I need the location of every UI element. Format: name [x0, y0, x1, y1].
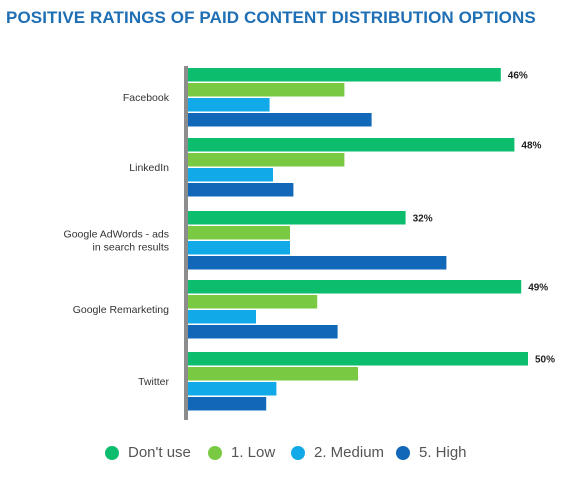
bar: [188, 226, 290, 240]
bar: [188, 138, 515, 152]
legend-item: 5. High: [396, 444, 467, 461]
category-label: Facebook: [123, 92, 170, 104]
bar: [188, 241, 290, 255]
legend: Don't use 1. Low 2. Medium 5. High: [0, 444, 582, 466]
bar: [188, 280, 522, 294]
legend-label: 5. High: [419, 444, 467, 461]
legend-swatch: [105, 445, 119, 460]
category-label-line: in search results: [93, 242, 169, 254]
data-label: 50%: [535, 354, 555, 365]
category-label-line: Google Remarketing: [73, 304, 169, 316]
legend-swatch: [396, 445, 410, 460]
bar: [188, 367, 358, 381]
bar: [188, 295, 318, 309]
category-label: Google AdWords - ads in search results: [64, 229, 169, 254]
chart-title: POSITIVE RATINGS OF PAID CONTENT DISTRIB…: [6, 8, 536, 27]
bar: [188, 310, 256, 324]
category-label-line: Twitter: [138, 376, 169, 388]
bar: [188, 352, 528, 366]
legend-label: 2. Medium: [314, 444, 385, 461]
legend-swatch: [291, 445, 305, 460]
bar: [188, 98, 270, 112]
data-label: 46%: [508, 70, 528, 81]
bar: [188, 183, 294, 197]
bar: [188, 211, 406, 225]
category-label-line: Google AdWords - ads: [64, 229, 169, 241]
bar: [188, 83, 345, 97]
bar-chart: Facebook 46% LinkedIn 48% Google AdWords - a…: [64, 66, 555, 420]
bar: [188, 68, 501, 82]
category-label: Google Remarketing: [73, 304, 169, 316]
bar: [188, 325, 338, 339]
bar: [188, 113, 372, 127]
bar: [188, 168, 273, 182]
y-axis-line: [184, 66, 188, 420]
data-label: 48%: [521, 140, 541, 151]
bar: [188, 153, 345, 167]
data-label: 49%: [528, 282, 548, 293]
bar: [188, 382, 277, 396]
legend-label: Don't use: [128, 444, 191, 461]
category-label: LinkedIn: [129, 162, 169, 174]
legend-label: 1. Low: [231, 444, 276, 461]
legend-item: 2. Medium: [291, 444, 384, 461]
legend-item: Don't use: [105, 444, 191, 461]
category-label: Twitter: [138, 376, 169, 388]
category-label-line: LinkedIn: [129, 162, 169, 174]
bar: [188, 397, 267, 411]
legend-item: 1. Low: [208, 444, 275, 461]
data-label: 32%: [413, 213, 433, 224]
bar: [188, 256, 447, 270]
legend-swatch: [208, 445, 222, 460]
category-label-line: Facebook: [123, 92, 170, 104]
